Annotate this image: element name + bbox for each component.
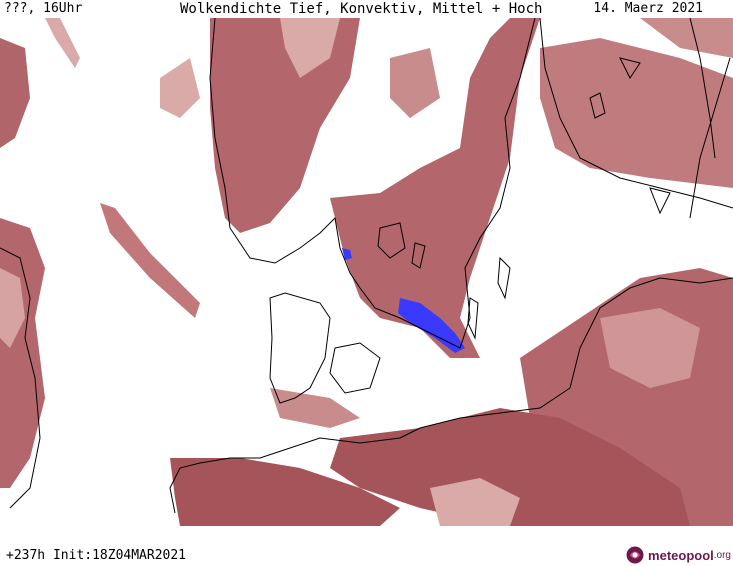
meteopool-logo-icon bbox=[626, 546, 644, 564]
cloud-patch-denmark-south bbox=[270, 388, 360, 428]
precip-area-south-sweden bbox=[398, 298, 465, 353]
cloud-area-britain-light bbox=[0, 268, 25, 348]
cloud-patch-latvia bbox=[600, 308, 700, 388]
forecast-run-info: +237h Init:18Z04MAR2021 bbox=[6, 548, 187, 563]
cloud-patch-central-sweden bbox=[390, 48, 440, 118]
coastline-oland bbox=[467, 297, 479, 340]
forecast-date: 14. Maerz 2021 bbox=[593, 1, 703, 16]
coastline-baltic-south bbox=[399, 277, 733, 439]
valid-time-label: ???, 16Uhr bbox=[4, 1, 83, 16]
cloud-area-lapland bbox=[640, 18, 733, 58]
cloud-area-germany bbox=[330, 408, 690, 526]
coastline-jutland bbox=[269, 292, 331, 404]
map-title: Wolkendichte Tief, Konvektiv, Mittel + H… bbox=[180, 1, 543, 17]
lake-finland-2 bbox=[619, 57, 641, 79]
lake-ladoga bbox=[649, 187, 671, 215]
brand-name: meteopool bbox=[648, 547, 714, 563]
coastlines bbox=[0, 18, 733, 514]
cloud-area-norway-light bbox=[280, 18, 340, 78]
coastline-zealand bbox=[329, 342, 381, 394]
cloud-area-sweden bbox=[330, 18, 540, 358]
coastline-britain bbox=[0, 247, 41, 509]
coastline-gotland bbox=[497, 256, 511, 300]
precip-area-oslofjord bbox=[342, 248, 352, 260]
cloud-patch-north-sea bbox=[160, 58, 200, 118]
cloud-density-map bbox=[0, 18, 733, 526]
cloud-area-netherlands bbox=[170, 458, 400, 526]
lakes bbox=[377, 57, 671, 269]
cloud-streak-north-sea-2 bbox=[45, 18, 80, 68]
lake-finland-1 bbox=[589, 92, 606, 119]
lake-vattern bbox=[411, 242, 426, 269]
lake-vanern bbox=[377, 222, 406, 259]
coastline-sweden bbox=[359, 18, 536, 349]
cloud-cover-layer bbox=[0, 18, 733, 526]
cloud-streak-north-sea-1 bbox=[100, 203, 200, 318]
brand-logo[interactable]: meteopool .org bbox=[626, 544, 731, 566]
coastline-germany-netherlands bbox=[169, 437, 401, 514]
cloud-area-finland bbox=[540, 38, 733, 188]
brand-tld: .org bbox=[713, 549, 731, 561]
map-footer: +237h Init:18Z04MAR2021 meteopool .org bbox=[0, 526, 733, 566]
border-finland-russia bbox=[689, 18, 716, 159]
coastline-norway bbox=[209, 18, 361, 289]
coastline-white-sea bbox=[689, 57, 731, 219]
cloud-area-west-edge bbox=[0, 38, 30, 148]
cloud-patch-light-south bbox=[430, 478, 520, 526]
cloud-area-norway bbox=[210, 18, 360, 233]
